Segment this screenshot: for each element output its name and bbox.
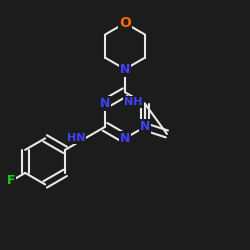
Text: F: F — [7, 174, 16, 188]
Text: O: O — [119, 16, 131, 30]
Text: N: N — [140, 120, 150, 133]
Text: N: N — [120, 132, 130, 145]
Text: N: N — [120, 63, 130, 76]
Text: N: N — [100, 97, 110, 110]
Text: HN: HN — [66, 133, 85, 143]
Text: NH: NH — [124, 97, 143, 107]
